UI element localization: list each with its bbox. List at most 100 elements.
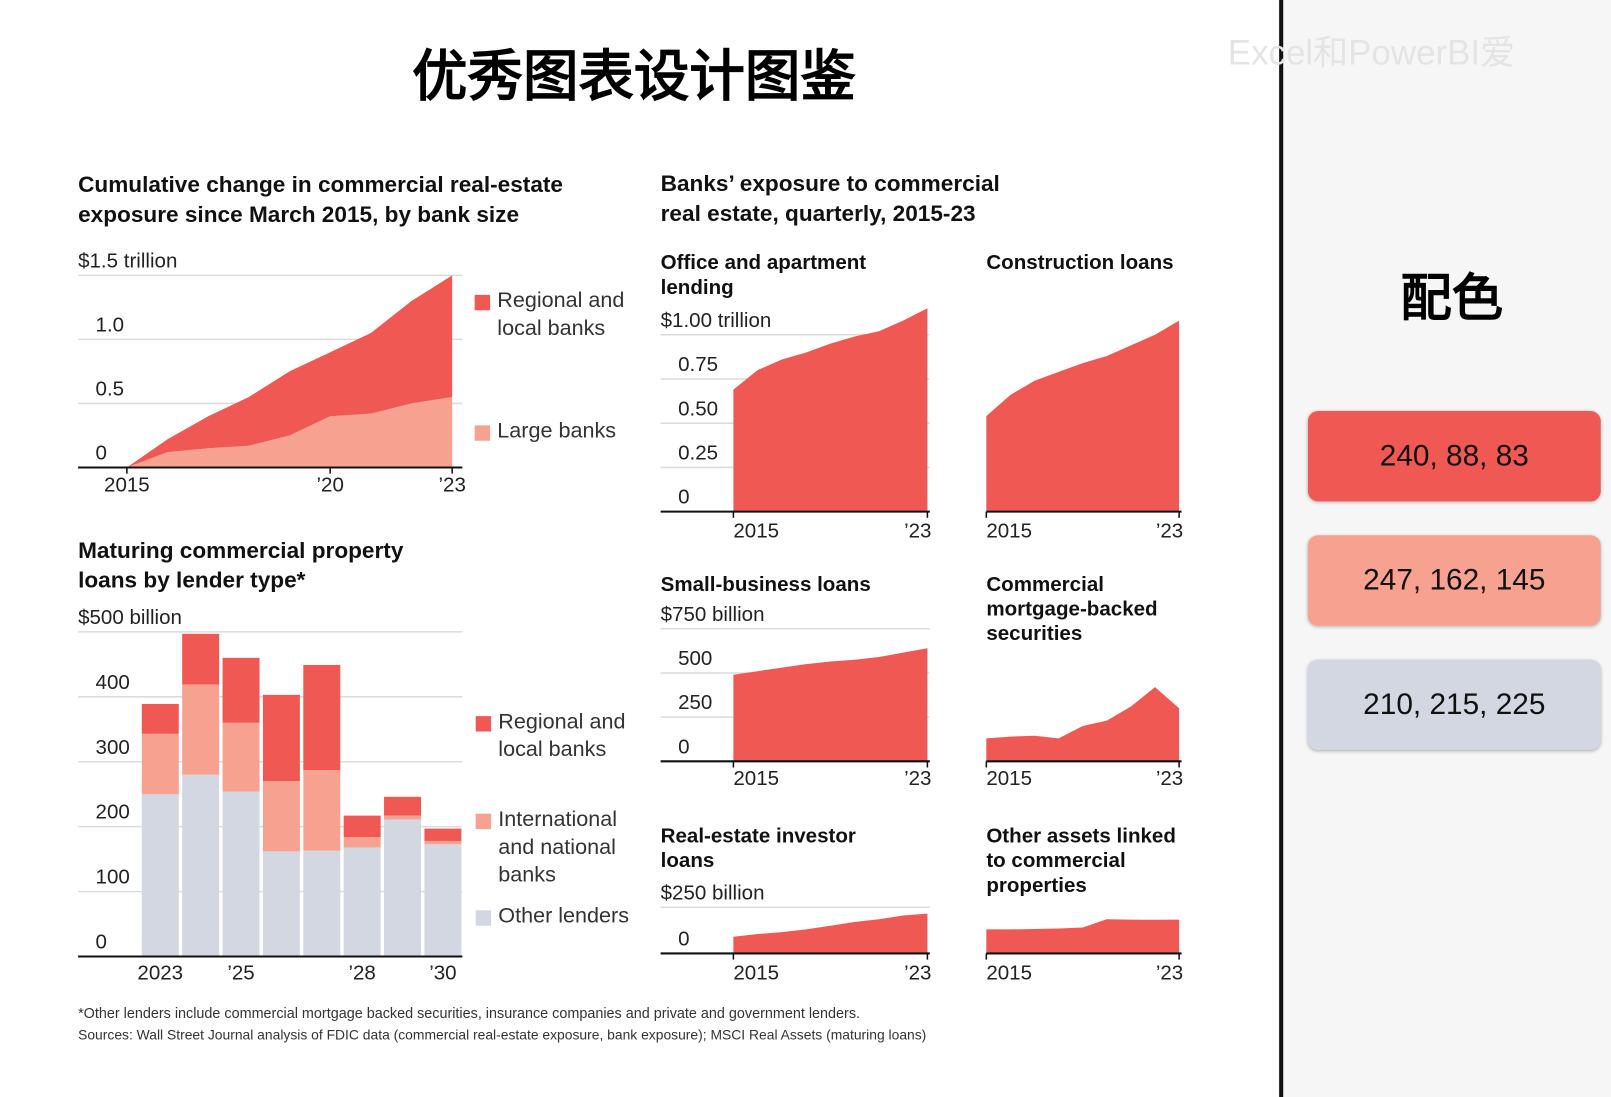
area	[733, 913, 928, 954]
bar-segment	[141, 703, 179, 734]
x-tick-label: 2015	[986, 961, 1032, 984]
y-tick-label: 100	[96, 866, 130, 889]
y-tick-label: 0.50	[678, 397, 718, 420]
y-tick-label: $1.5 trillion	[78, 249, 177, 272]
legend-swatch	[475, 813, 492, 830]
area	[733, 308, 928, 512]
legend-label: Regional and local banks	[498, 709, 626, 762]
y-tick-label: 0.25	[678, 441, 718, 464]
y-tick-label: 0	[96, 442, 107, 465]
area	[126, 397, 453, 468]
y-tick-label: 0	[96, 931, 107, 954]
bar-segment	[424, 828, 462, 841]
bar-segment	[222, 722, 260, 792]
divider	[1279, 0, 1284, 1097]
bar-segment	[262, 694, 300, 782]
bar-segment	[182, 684, 220, 775]
bar-segment	[384, 815, 422, 820]
y-tick-label: $750 billion	[661, 603, 765, 626]
chart-title: Construction loans	[986, 251, 1174, 275]
bar-segment	[303, 770, 341, 851]
bar-segment	[303, 850, 341, 957]
y-tick-label: 200	[96, 801, 130, 824]
bar-segment	[343, 815, 381, 838]
x-tick-label: 2015	[104, 473, 150, 496]
x-tick-label: ’23	[904, 961, 931, 984]
chart-title: Real-estate investor loans	[660, 825, 856, 873]
bar-segment	[303, 664, 341, 771]
y-tick-label: 0	[678, 735, 689, 758]
y-tick-label: 250	[678, 691, 712, 714]
y-tick-label: $500 billion	[78, 606, 182, 629]
legend-swatch	[474, 425, 491, 441]
legend-swatch	[474, 294, 491, 311]
bar-segment	[424, 840, 462, 845]
footnote: Sources: Wall Street Journal analysis of…	[78, 1027, 927, 1043]
color-swatch: 240, 88, 83	[1307, 410, 1601, 502]
bar-segment	[222, 791, 260, 957]
x-tick-label: ’25	[227, 961, 254, 984]
chart-title: Office and apartment lending	[660, 251, 867, 299]
group-title: Banks’ exposure to commercial real estat…	[660, 170, 1000, 227]
x-tick-label: 2015	[986, 767, 1032, 790]
watermark: Excel和PowerBI爱	[1227, 33, 1516, 73]
legend-label: Large banks	[497, 419, 617, 443]
bar-segment	[343, 837, 381, 848]
legend-swatch	[475, 910, 492, 926]
area	[986, 919, 1180, 954]
chart-title: Cumulative change in commercial real-est…	[78, 171, 563, 228]
chart-title: Commercial mortgage-backed securities	[986, 573, 1158, 646]
legend-label: Regional and local banks	[497, 288, 625, 341]
bar-segment	[343, 847, 381, 957]
area	[986, 320, 1180, 512]
x-tick-label: ’23	[1156, 767, 1183, 790]
chart-title: Maturing commercial property loans by le…	[78, 537, 404, 593]
bar-segment	[182, 633, 220, 685]
x-tick-label: ’23	[1156, 961, 1183, 984]
bar-segment	[141, 794, 179, 957]
color-swatch: 210, 215, 225	[1307, 659, 1601, 751]
y-tick-label: 500	[678, 647, 712, 670]
bar-segment	[222, 657, 260, 723]
palette-title: 配色	[1400, 268, 1504, 328]
x-tick-label: ’23	[438, 473, 465, 496]
bar-segment	[424, 844, 462, 957]
y-tick-label: 1.0	[96, 313, 125, 336]
footnote: *Other lenders include commercial mortga…	[78, 1004, 861, 1022]
bar-segment	[384, 819, 422, 957]
bar-segment	[384, 796, 422, 816]
y-tick-label: 0.5	[96, 377, 125, 400]
x-tick-label: ’20	[316, 473, 343, 496]
x-tick-label: 2023	[137, 961, 183, 984]
x-tick-label: ’28	[348, 961, 375, 984]
legend-swatch	[475, 716, 492, 732]
x-tick-label: 2015	[733, 961, 779, 984]
color-swatch: 247, 162, 145	[1307, 535, 1601, 626]
x-tick-label: ’23	[904, 767, 931, 790]
x-tick-label: ’23	[904, 520, 931, 543]
x-tick-label: ’23	[1156, 520, 1183, 543]
x-tick-label: 2015	[986, 520, 1032, 543]
chart-title: Small-business loans	[660, 573, 871, 596]
bar-segment	[182, 774, 220, 957]
y-tick-label: 0	[678, 486, 689, 509]
x-tick-label: ’30	[429, 961, 456, 984]
y-tick-label: $1.00 trillion	[661, 309, 772, 332]
y-tick-label: 0.75	[678, 353, 718, 376]
area	[733, 648, 928, 762]
x-tick-label: 2015	[733, 520, 779, 543]
bar-segment	[262, 781, 300, 852]
page-title: 优秀图表设计图鉴	[411, 43, 856, 109]
bar-segment	[141, 733, 179, 795]
y-tick-label: 400	[96, 671, 130, 694]
y-tick-label: $250 billion	[661, 881, 765, 904]
bar-segment	[262, 851, 300, 957]
area	[986, 687, 1180, 762]
legend-label: Other lenders	[498, 904, 630, 928]
chart-title: Other assets linked to commercial proper…	[986, 825, 1176, 897]
y-tick-label: 0	[678, 928, 689, 951]
y-tick-label: 300	[96, 736, 130, 759]
x-tick-label: 2015	[733, 767, 779, 790]
legend-label: International and national banks	[498, 807, 618, 887]
